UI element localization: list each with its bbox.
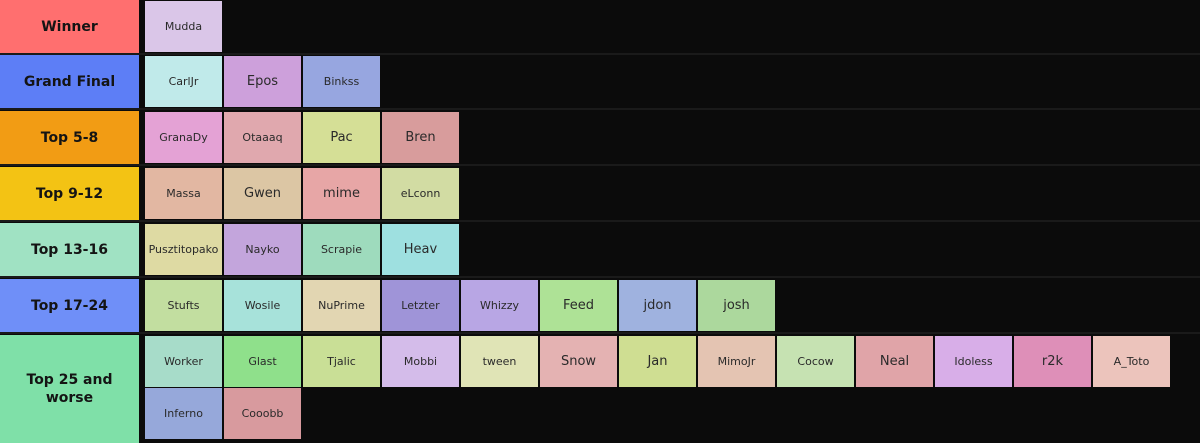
tier-divider	[0, 108, 1200, 110]
tier-item[interactable]: Nayko	[224, 224, 301, 275]
tier-divider	[0, 164, 1200, 166]
tier-label[interactable]: Winner	[0, 0, 141, 53]
tier-item[interactable]: Binkss	[303, 56, 380, 107]
tier-item[interactable]: jdon	[619, 280, 696, 331]
tier-row: Top 9-12 Massa Gwen mime eLconn	[0, 167, 1200, 220]
tier-item[interactable]: Heav	[382, 224, 459, 275]
tier-items: Massa Gwen mime eLconn	[141, 167, 1200, 220]
tier-item[interactable]: Pac	[303, 112, 380, 163]
tier-item[interactable]: GranaDy	[145, 112, 222, 163]
tier-label[interactable]: Grand Final	[0, 55, 141, 108]
tier-item[interactable]: NuPrime	[303, 280, 380, 331]
tier-item[interactable]: Whizzy	[461, 280, 538, 331]
tier-row: Top 17-24 Stufts Wosile NuPrime Letzter Whizz…	[0, 279, 1200, 332]
tier-row: Top 13-16 Pusztitopako Nayko Scrapie Heav	[0, 223, 1200, 276]
tier-item[interactable]: Mudda	[145, 1, 222, 52]
tier-item[interactable]: Gwen	[224, 168, 301, 219]
tier-item[interactable]: eLconn	[382, 168, 459, 219]
tier-item[interactable]: r2k	[1014, 336, 1091, 387]
tier-items: GranaDy Otaaaq Pac Bren	[141, 111, 1200, 164]
tier-items: Stufts Wosile NuPrime Letzter Whizzy Feed jdon…	[141, 279, 1200, 332]
tier-divider	[0, 53, 1200, 55]
tier-item[interactable]: Bren	[382, 112, 459, 163]
tier-row: Winner Mudda	[0, 0, 1200, 53]
tier-divider	[0, 220, 1200, 222]
tier-item[interactable]: MimoJr	[698, 336, 775, 387]
tier-item[interactable]: mime	[303, 168, 380, 219]
tier-item[interactable]: Epos	[224, 56, 301, 107]
tier-item[interactable]: Idoless	[935, 336, 1012, 387]
tier-item[interactable]: Massa	[145, 168, 222, 219]
tier-item[interactable]: Mobbi	[382, 336, 459, 387]
tier-item[interactable]: Tjalic	[303, 336, 380, 387]
tier-label[interactable]: Top 9-12	[0, 167, 141, 220]
tier-item[interactable]: Snow	[540, 336, 617, 387]
tier-item[interactable]: Worker	[145, 336, 222, 387]
tier-item[interactable]: Neal	[856, 336, 933, 387]
tier-label[interactable]: Top 13-16	[0, 223, 141, 276]
tier-item[interactable]: Glast	[224, 336, 301, 387]
tier-label[interactable]: Top 17-24	[0, 279, 141, 332]
tier-item[interactable]: Jan	[619, 336, 696, 387]
tier-items: Pusztitopako Nayko Scrapie Heav	[141, 223, 1200, 276]
tier-divider	[0, 276, 1200, 278]
tier-item[interactable]: josh	[698, 280, 775, 331]
tier-item[interactable]: Pusztitopako	[145, 224, 222, 275]
tier-item[interactable]: A_Toto	[1093, 336, 1170, 387]
tier-item[interactable]: Scrapie	[303, 224, 380, 275]
tier-items: Worker Glast Tjalic Mobbi tween Snow Jan MimoJr…	[141, 335, 1200, 443]
tier-items: CarlJr Epos Binkss	[141, 55, 1200, 108]
tier-item[interactable]: Letzter	[382, 280, 459, 331]
tier-item[interactable]: Cocow	[777, 336, 854, 387]
tier-row: Grand Final CarlJr Epos Binkss	[0, 55, 1200, 108]
tier-row: Top 25 and worse Worker Glast Tjalic Mobbi tw…	[0, 335, 1200, 443]
tier-divider	[0, 332, 1200, 334]
tier-item[interactable]: CarlJr	[145, 56, 222, 107]
tier-item[interactable]: Inferno	[145, 388, 222, 439]
tier-label[interactable]: Top 25 and worse	[0, 335, 141, 443]
tier-item[interactable]: Otaaaq	[224, 112, 301, 163]
tier-label[interactable]: Top 5-8	[0, 111, 141, 164]
tier-item[interactable]: Cooobb	[224, 388, 301, 439]
tier-row: Top 5-8 GranaDy Otaaaq Pac Bren	[0, 111, 1200, 164]
tier-item[interactable]: Feed	[540, 280, 617, 331]
tier-items: Mudda	[141, 0, 1200, 53]
tier-item[interactable]: Stufts	[145, 280, 222, 331]
tier-item[interactable]: Wosile	[224, 280, 301, 331]
tier-item[interactable]: tween	[461, 336, 538, 387]
